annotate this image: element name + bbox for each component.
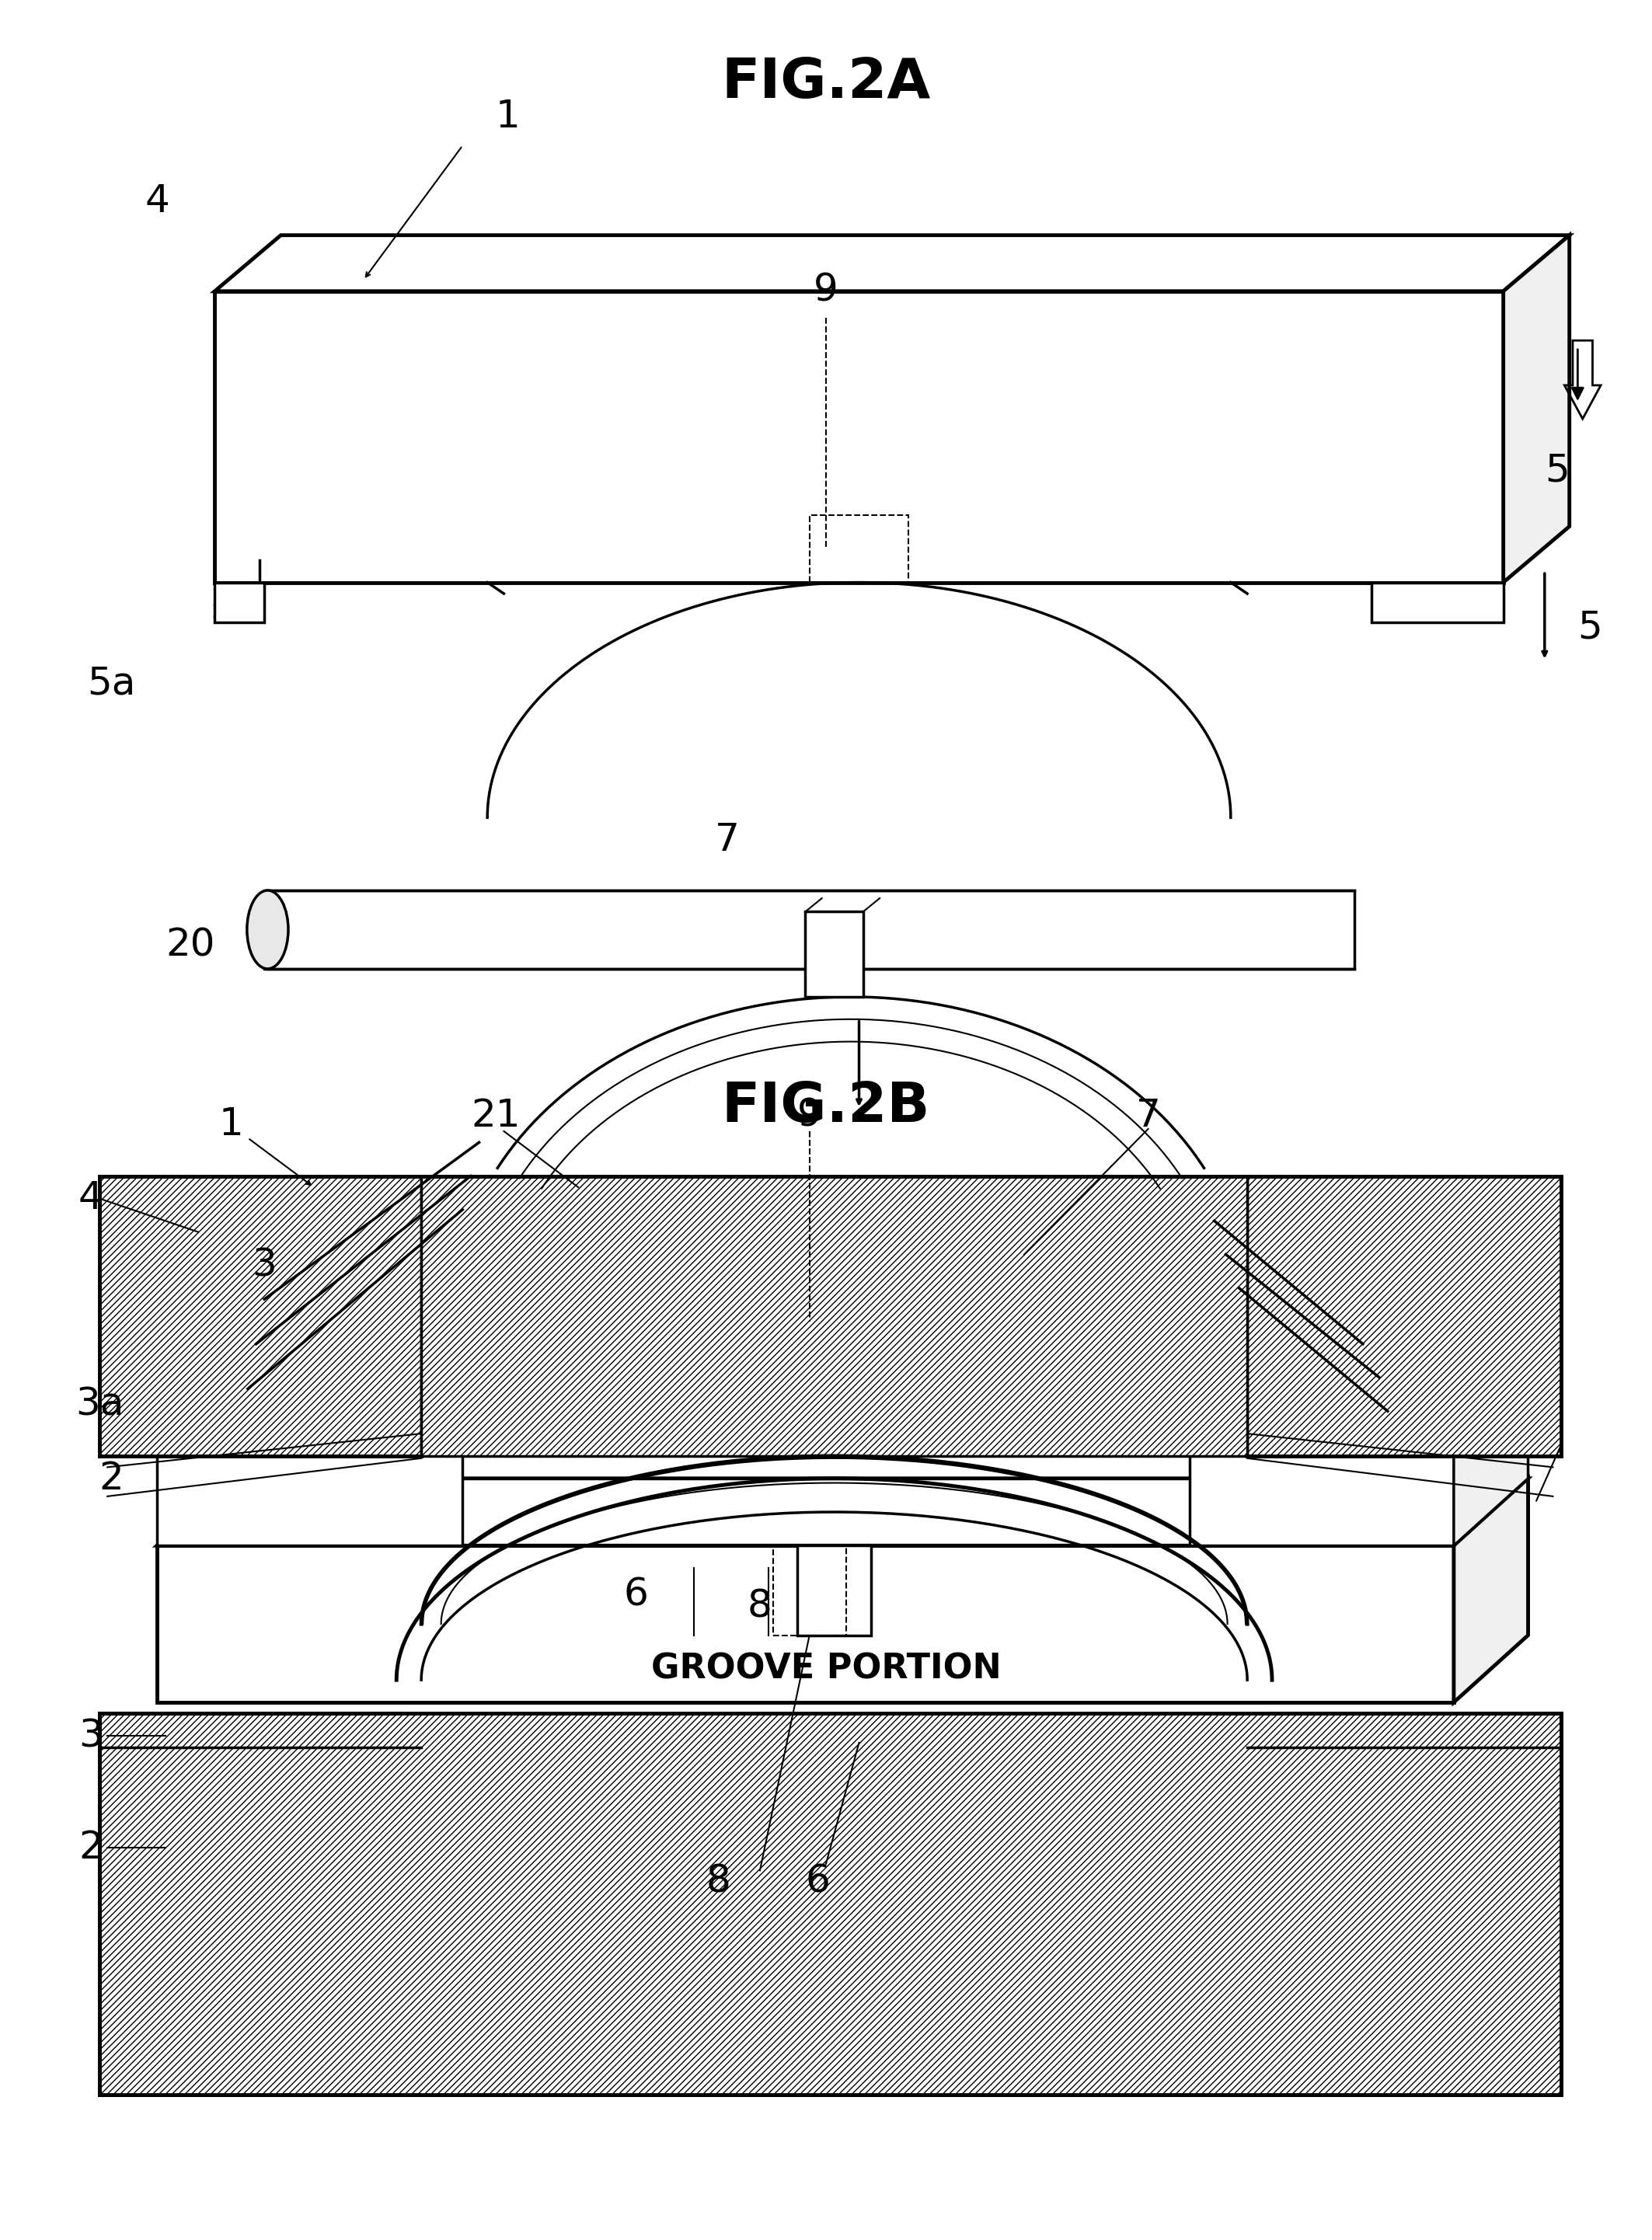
Text: 9: 9 bbox=[798, 1098, 821, 1133]
Text: 4: 4 bbox=[145, 184, 169, 220]
Polygon shape bbox=[421, 1176, 1247, 1456]
Text: 4: 4 bbox=[79, 1180, 102, 1216]
Polygon shape bbox=[798, 1546, 872, 1635]
Text: 3: 3 bbox=[79, 1718, 102, 1754]
Text: FIG.2B: FIG.2B bbox=[722, 1080, 930, 1133]
Polygon shape bbox=[157, 1299, 463, 1546]
Text: GROOVE PORTION: GROOVE PORTION bbox=[651, 1653, 1001, 1684]
Text: 5a: 5a bbox=[88, 665, 135, 701]
Text: 9: 9 bbox=[814, 271, 838, 309]
Text: 8: 8 bbox=[707, 1864, 730, 1900]
Text: 8: 8 bbox=[748, 1588, 771, 1624]
Polygon shape bbox=[1454, 1478, 1528, 1702]
Polygon shape bbox=[1454, 1344, 1528, 1546]
Polygon shape bbox=[157, 1546, 1454, 1702]
Text: 3a: 3a bbox=[76, 1387, 124, 1422]
Text: 1: 1 bbox=[496, 99, 520, 134]
Polygon shape bbox=[1189, 1299, 1421, 1411]
Text: 7: 7 bbox=[1137, 1098, 1160, 1133]
Polygon shape bbox=[264, 892, 1355, 968]
Text: 2: 2 bbox=[79, 1830, 102, 1866]
Polygon shape bbox=[1371, 582, 1503, 623]
Polygon shape bbox=[157, 1478, 1528, 1546]
Polygon shape bbox=[99, 1714, 1561, 2094]
Text: 7: 7 bbox=[715, 822, 738, 858]
Polygon shape bbox=[806, 912, 864, 997]
Polygon shape bbox=[99, 1176, 421, 1456]
Polygon shape bbox=[157, 1243, 529, 1299]
Polygon shape bbox=[215, 235, 1569, 291]
Text: 3: 3 bbox=[253, 1248, 276, 1284]
Text: 6: 6 bbox=[806, 1864, 829, 1900]
Text: FIG.2A: FIG.2A bbox=[722, 56, 930, 110]
Polygon shape bbox=[1503, 235, 1569, 582]
Text: 6: 6 bbox=[624, 1577, 648, 1613]
Polygon shape bbox=[215, 582, 264, 623]
Polygon shape bbox=[1247, 1176, 1561, 1456]
Text: 1: 1 bbox=[220, 1107, 243, 1142]
Text: 21: 21 bbox=[471, 1098, 520, 1133]
Ellipse shape bbox=[248, 892, 289, 970]
Text: 5: 5 bbox=[1578, 609, 1602, 645]
Polygon shape bbox=[215, 291, 1503, 582]
Text: 2: 2 bbox=[99, 1460, 124, 1496]
Text: 20: 20 bbox=[165, 927, 215, 963]
Polygon shape bbox=[1189, 1411, 1454, 1546]
Text: 5: 5 bbox=[1545, 452, 1569, 488]
